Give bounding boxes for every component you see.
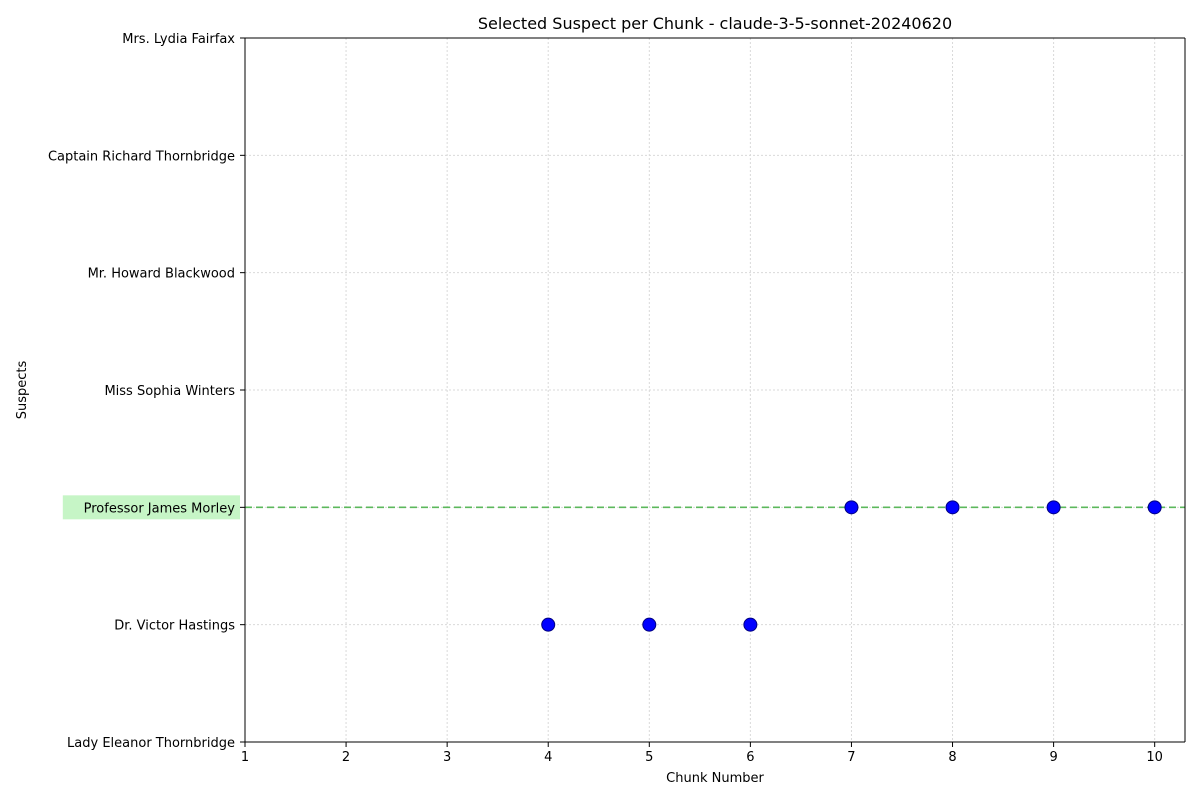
y-tick-label: Lady Eleanor Thornbridge xyxy=(67,736,235,751)
x-tick-label: 9 xyxy=(1049,750,1057,765)
y-tick-label: Dr. Victor Hastings xyxy=(114,619,235,634)
y-tick-label: Mr. Howard Blackwood xyxy=(88,267,235,282)
axes: 1 2 3 4 5 6 7 8 9 10 Lady Eleanor Thornbridge Dr. V… xyxy=(48,32,1186,765)
x-tick-label: 10 xyxy=(1146,750,1163,765)
y-tick-label: Mrs. Lydia Fairfax xyxy=(122,32,235,47)
x-tick-label: 4 xyxy=(544,750,552,765)
data-point xyxy=(1046,500,1061,515)
data-point xyxy=(541,617,556,632)
x-tick-label: 6 xyxy=(746,750,754,765)
y-tick-label: Miss Sophia Winters xyxy=(104,384,235,399)
y-axis-label: Suspects xyxy=(15,361,30,420)
grid xyxy=(244,37,1185,743)
x-tick-label: 7 xyxy=(847,750,855,765)
data-point xyxy=(1147,500,1162,515)
x-tick-label: 1 xyxy=(241,750,249,765)
highlight-label-box xyxy=(62,495,240,520)
y-tick-label: Professor James Morley xyxy=(84,501,236,516)
chart-title: Selected Suspect per Chunk - claude-3-5-… xyxy=(478,14,952,33)
x-axis-label: Chunk Number xyxy=(666,771,764,786)
y-tick-label: Captain Richard Thornbridge xyxy=(48,149,235,164)
x-tick-label: 3 xyxy=(443,750,451,765)
data-point xyxy=(743,617,758,632)
points-layer xyxy=(541,500,1162,632)
data-point xyxy=(844,500,859,515)
x-tick-label: 5 xyxy=(645,750,653,765)
x-tick-label: 8 xyxy=(948,750,956,765)
x-tick-label: 2 xyxy=(342,750,350,765)
data-point xyxy=(945,500,960,515)
data-point xyxy=(642,617,657,632)
